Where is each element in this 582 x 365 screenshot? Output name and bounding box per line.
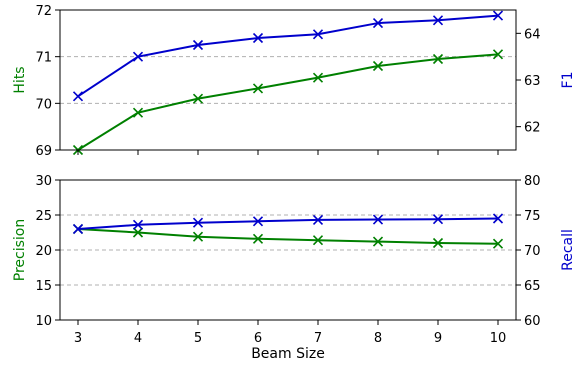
data-point-marker [432, 15, 444, 26]
data-point-marker [492, 238, 504, 249]
left-axis-title: Precision [12, 219, 28, 281]
bottom-panel: 10 15 20 25 30 60 65 70 75 80 3 4 5 6 7 8 9 10 Precision Re… [12, 174, 576, 346]
data-point-marker [312, 235, 324, 246]
right-tick-label: 64 [524, 27, 541, 42]
data-point-marker [252, 216, 264, 227]
data-point-marker [372, 18, 384, 29]
data-point-marker [252, 83, 264, 94]
x-tick-label: 9 [434, 331, 442, 346]
left-tick-label: 70 [35, 97, 52, 112]
data-point-marker [492, 49, 504, 60]
data-point-marker [492, 213, 504, 224]
data-point-marker [312, 29, 324, 40]
data-point-marker [432, 237, 444, 249]
data-point-marker [252, 233, 264, 244]
data-point-marker [372, 60, 384, 72]
left-tick-label: 72 [35, 4, 52, 19]
data-point-marker [132, 219, 144, 230]
right-tick-label: 63 [524, 74, 541, 89]
data-point-marker [72, 223, 84, 235]
data-point-marker [372, 214, 384, 225]
right-tick-label: 80 [524, 174, 541, 189]
plot-frame [59, 9, 517, 151]
left-tick-label: 71 [35, 51, 52, 66]
data-point-marker [312, 214, 324, 225]
left-tick-label: 10 [35, 314, 52, 329]
right-axis-title: F1 [560, 72, 576, 89]
series-line-right [77, 217, 499, 230]
right-tick-label: 70 [524, 244, 541, 259]
data-point-marker [192, 217, 204, 228]
left-tick-label: 30 [35, 174, 52, 189]
data-point-marker [492, 10, 504, 21]
right-tick-label: 62 [524, 121, 541, 136]
data-point-marker [132, 107, 144, 118]
data-point-marker [192, 39, 204, 51]
data-point-marker [252, 32, 264, 44]
x-tick-label: 10 [490, 331, 507, 346]
x-tick-label: 5 [194, 331, 202, 346]
right-tick-label: 65 [524, 279, 541, 294]
top-panel: 69 70 71 72 62 63 64 Hits F1 [12, 4, 576, 159]
x-tick-label: 8 [374, 331, 382, 346]
x-tick-label: 4 [134, 331, 142, 346]
data-point-marker [72, 91, 84, 102]
data-point-marker [192, 93, 204, 104]
series-line-left [77, 53, 499, 151]
right-axis-title: Recall [560, 229, 576, 271]
series-line-right [77, 14, 499, 98]
data-point-marker [312, 72, 324, 83]
right-tick-label: 60 [524, 314, 541, 329]
x-tick-label: 6 [254, 331, 262, 346]
data-point-marker [132, 51, 144, 62]
data-point-marker [432, 214, 444, 225]
left-tick-label: 25 [35, 209, 52, 224]
x-tick-label: 7 [314, 331, 322, 346]
x-tick-label: 3 [74, 331, 82, 346]
series-line-left [77, 228, 499, 245]
x-axis-title: Beam Size [251, 346, 325, 362]
left-tick-label: 69 [35, 144, 52, 159]
data-point-marker [132, 227, 144, 238]
right-tick-label: 75 [524, 209, 541, 224]
data-point-marker [372, 236, 384, 247]
data-point-marker [192, 231, 204, 242]
left-axis-title: Hits [12, 66, 28, 93]
left-tick-label: 20 [35, 244, 52, 259]
data-point-marker [432, 53, 444, 65]
left-tick-label: 15 [35, 279, 52, 294]
